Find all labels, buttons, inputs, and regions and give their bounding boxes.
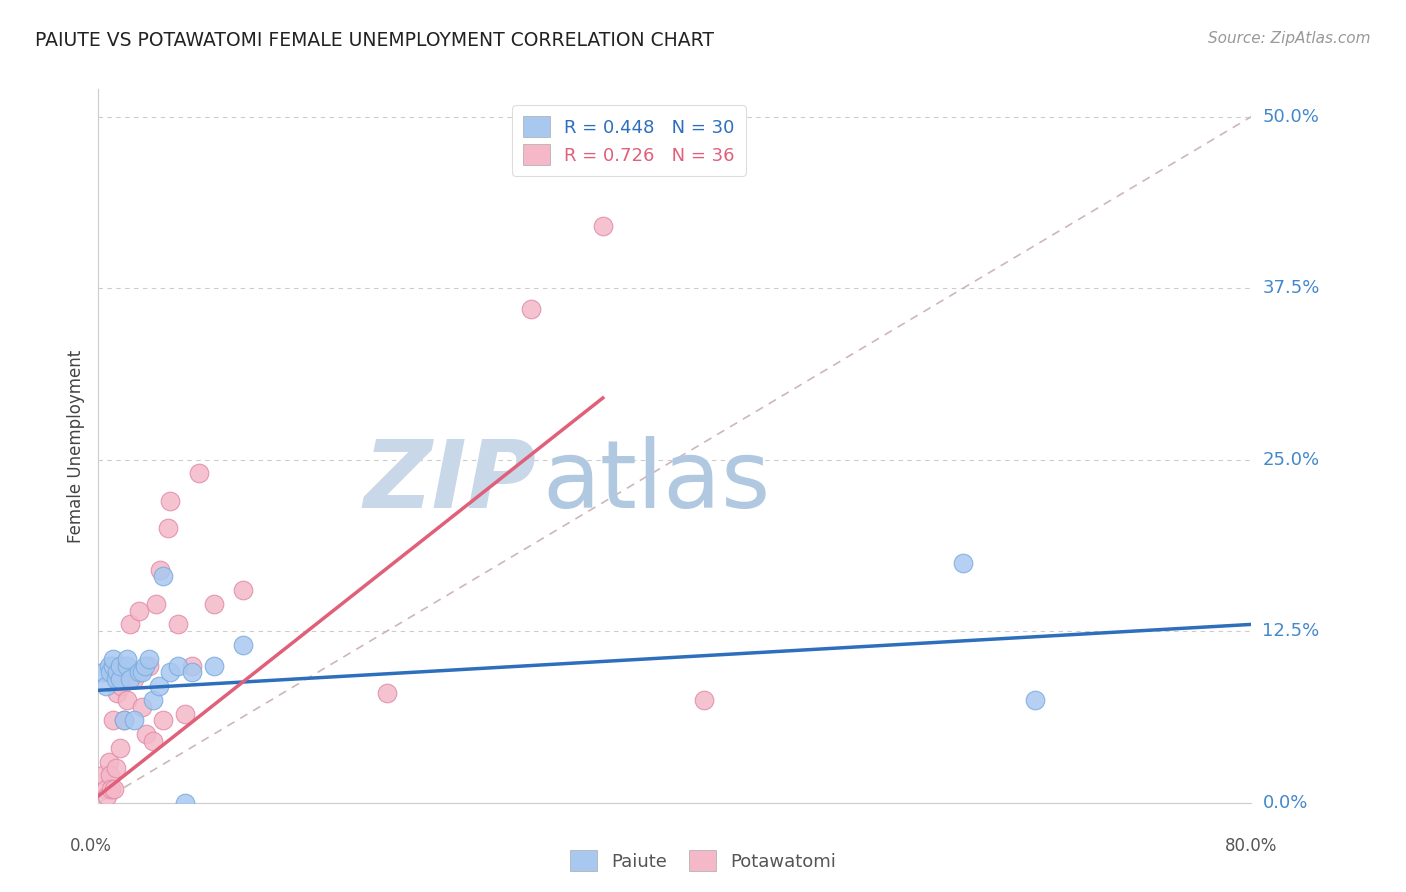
Text: ZIP: ZIP bbox=[364, 435, 537, 528]
Point bbox=[101, 658, 124, 673]
Point bbox=[105, 665, 128, 680]
Point bbox=[138, 651, 160, 665]
Point bbox=[152, 714, 174, 728]
Y-axis label: Female Unemployment: Female Unemployment bbox=[66, 350, 84, 542]
Point bbox=[159, 494, 181, 508]
Legend: Paiute, Potawatomi: Paiute, Potawatomi bbox=[562, 843, 844, 879]
Point bbox=[100, 782, 122, 797]
Point bbox=[91, 768, 114, 782]
Point bbox=[134, 658, 156, 673]
Point bbox=[98, 665, 121, 680]
Point bbox=[135, 727, 157, 741]
Text: 0.0%: 0.0% bbox=[1263, 794, 1308, 812]
Point bbox=[166, 617, 188, 632]
Point bbox=[108, 658, 131, 673]
Point bbox=[375, 686, 398, 700]
Text: 12.5%: 12.5% bbox=[1263, 623, 1320, 640]
Text: 80.0%: 80.0% bbox=[1225, 837, 1278, 855]
Point bbox=[112, 714, 135, 728]
Point bbox=[101, 714, 124, 728]
Point bbox=[112, 714, 135, 728]
Point bbox=[128, 604, 150, 618]
Point bbox=[108, 673, 131, 687]
Text: 50.0%: 50.0% bbox=[1263, 108, 1319, 126]
Point bbox=[148, 679, 170, 693]
Point bbox=[104, 673, 127, 687]
Point bbox=[202, 658, 225, 673]
Point bbox=[128, 665, 150, 680]
Point bbox=[124, 714, 146, 728]
Point bbox=[103, 782, 125, 797]
Point bbox=[181, 658, 204, 673]
Point bbox=[138, 658, 160, 673]
Point bbox=[592, 219, 614, 234]
Point bbox=[159, 665, 181, 680]
Point bbox=[1024, 693, 1046, 707]
Point bbox=[120, 673, 142, 687]
Point bbox=[174, 706, 197, 721]
Legend: R = 0.448   N = 30, R = 0.726   N = 36: R = 0.448 N = 30, R = 0.726 N = 36 bbox=[512, 105, 745, 176]
Point bbox=[91, 665, 114, 680]
Point bbox=[117, 658, 138, 673]
Point bbox=[97, 755, 120, 769]
Point bbox=[108, 740, 131, 755]
Point bbox=[98, 768, 121, 782]
Point bbox=[96, 789, 118, 803]
Point bbox=[117, 693, 138, 707]
Point bbox=[156, 521, 179, 535]
Point bbox=[693, 693, 716, 707]
Point bbox=[188, 467, 211, 481]
Point bbox=[149, 562, 172, 576]
Text: 37.5%: 37.5% bbox=[1263, 279, 1320, 297]
Point bbox=[104, 762, 127, 776]
Point bbox=[97, 658, 120, 673]
Point bbox=[105, 686, 128, 700]
Text: 25.0%: 25.0% bbox=[1263, 450, 1320, 468]
Point bbox=[952, 556, 974, 570]
Point bbox=[131, 665, 153, 680]
Point bbox=[181, 665, 204, 680]
Point bbox=[231, 583, 254, 598]
Point bbox=[231, 638, 254, 652]
Point bbox=[110, 679, 132, 693]
Point bbox=[142, 734, 165, 748]
Point bbox=[520, 301, 543, 316]
Point bbox=[174, 796, 197, 810]
Point bbox=[117, 651, 138, 665]
Point bbox=[131, 699, 153, 714]
Point bbox=[166, 658, 188, 673]
Point bbox=[202, 597, 225, 611]
Text: Source: ZipAtlas.com: Source: ZipAtlas.com bbox=[1208, 31, 1371, 46]
Text: PAIUTE VS POTAWATOMI FEMALE UNEMPLOYMENT CORRELATION CHART: PAIUTE VS POTAWATOMI FEMALE UNEMPLOYMENT… bbox=[35, 31, 714, 50]
Point bbox=[94, 782, 117, 797]
Text: atlas: atlas bbox=[543, 435, 770, 528]
Point bbox=[152, 569, 174, 583]
Point bbox=[124, 673, 146, 687]
Point bbox=[120, 617, 142, 632]
Point bbox=[101, 651, 124, 665]
Point bbox=[94, 679, 117, 693]
Point bbox=[145, 597, 167, 611]
Point bbox=[142, 693, 165, 707]
Text: 0.0%: 0.0% bbox=[70, 837, 112, 855]
